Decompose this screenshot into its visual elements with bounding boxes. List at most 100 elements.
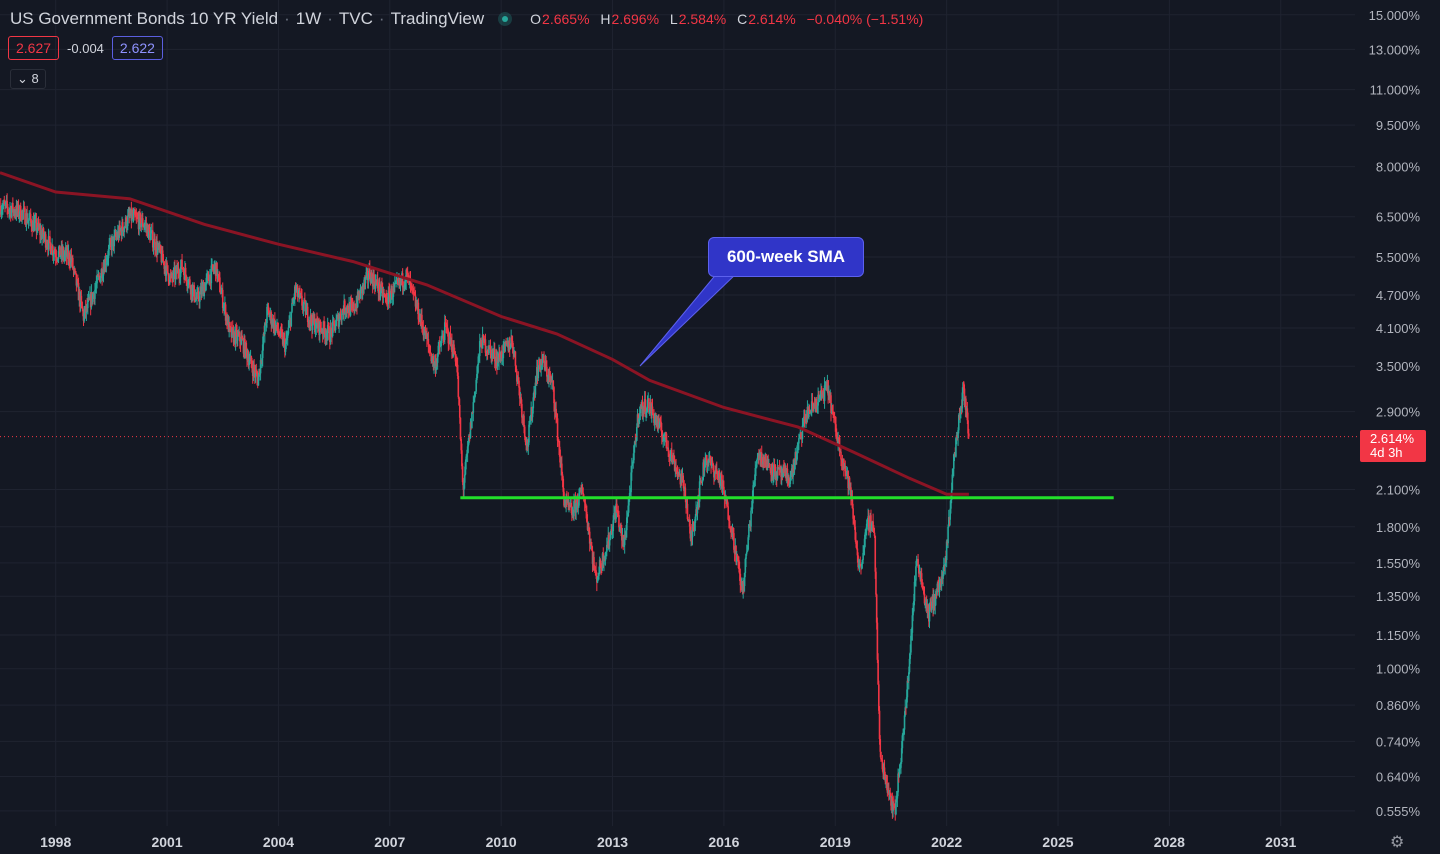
candle-body — [255, 371, 258, 373]
source-label: TVC — [338, 9, 373, 28]
y-tick-label: 5.500% — [1376, 250, 1421, 265]
candle-body — [588, 531, 591, 544]
candle-body — [603, 558, 605, 565]
candle-body — [748, 524, 750, 538]
candle-body — [279, 328, 282, 336]
ask-button[interactable]: 2.622 — [111, 36, 163, 60]
candle-body — [467, 442, 470, 447]
candle-body — [413, 293, 416, 296]
indicators-count: 8 — [31, 71, 39, 86]
candle-body — [380, 284, 383, 294]
candle-body — [274, 325, 277, 332]
candle-body — [319, 321, 321, 336]
candle-body — [338, 319, 340, 327]
candle-body — [903, 715, 906, 730]
candle-body — [942, 565, 945, 575]
candle-body — [845, 472, 848, 474]
candle-body — [510, 337, 512, 347]
candle-body — [855, 543, 858, 549]
candle-body — [256, 372, 258, 378]
candle-body — [637, 414, 640, 423]
candle-body — [328, 326, 330, 340]
price-axis[interactable]: 15.000% 13.000% 11.000% 9.500% 8.000% 6.500% 5… — [1369, 8, 1421, 819]
candle-body — [421, 314, 423, 325]
open-value: 2.665% — [542, 11, 590, 27]
gear-icon[interactable]: ⚙ — [1390, 834, 1405, 851]
candle-body — [191, 287, 194, 297]
candle-body — [310, 314, 313, 323]
candle-body — [106, 259, 108, 263]
candle-body — [427, 338, 430, 345]
candle-body — [520, 397, 522, 405]
candle-body — [222, 307, 225, 309]
market-status-icon[interactable] — [498, 12, 513, 26]
y-tick-label: 1.550% — [1376, 556, 1421, 571]
candle-body — [461, 450, 463, 467]
candle-body — [241, 336, 243, 339]
candle-body — [138, 213, 141, 230]
interval-label[interactable]: 1W — [295, 9, 322, 28]
y-tick-label: 0.740% — [1376, 734, 1421, 749]
candle-body — [925, 599, 928, 611]
candle-body — [220, 292, 223, 294]
candle-body — [576, 498, 579, 507]
candle-body — [910, 635, 912, 653]
candle-body — [626, 516, 629, 518]
candle-body — [763, 457, 765, 462]
candle-body — [74, 271, 77, 274]
candle-body — [432, 356, 435, 367]
candle-body — [511, 337, 513, 341]
candle-body — [250, 355, 253, 364]
candle-body — [326, 333, 328, 339]
candle-body — [410, 284, 413, 286]
candle-body — [743, 572, 746, 587]
candle-body — [47, 236, 50, 250]
candle-body — [99, 275, 102, 282]
candle-body — [446, 327, 449, 331]
symbol-title[interactable]: US Government Bonds 10 YR Yield — [10, 9, 279, 28]
candle-body — [421, 324, 424, 328]
candle-body — [951, 474, 954, 491]
candle-body — [633, 441, 636, 446]
candle-body — [945, 541, 948, 561]
candle-body — [312, 314, 315, 322]
candle-body — [686, 503, 689, 520]
candle-body — [901, 735, 904, 749]
candle-body — [455, 361, 457, 365]
bid-button[interactable]: 2.627 — [8, 36, 60, 60]
candle-body — [773, 464, 775, 477]
candle-body — [760, 452, 763, 463]
candle-body — [85, 304, 88, 314]
candle-body — [475, 379, 477, 392]
candle-body — [446, 327, 448, 329]
candle-body — [852, 508, 854, 519]
candle-body — [211, 264, 214, 269]
candle-body — [631, 465, 633, 473]
candle-body — [824, 383, 827, 386]
candle-body — [381, 284, 383, 287]
candle-body — [132, 213, 135, 218]
candle-body — [92, 294, 94, 302]
candle-body — [423, 333, 425, 336]
candle-body — [435, 361, 437, 371]
indicators-toggle[interactable]: ⌄ 8 — [10, 69, 46, 89]
time-axis[interactable]: 1998 2001 2004 2007 2010 2013 2016 2019 2022 2025… — [40, 834, 1296, 850]
candle-body — [646, 408, 648, 412]
candle-body — [713, 471, 716, 478]
candle-body — [81, 302, 83, 309]
candle-body — [269, 315, 271, 318]
candle-body — [863, 548, 865, 553]
candle-body — [374, 280, 377, 289]
x-tick-label: 2004 — [263, 834, 294, 850]
candle-body — [797, 443, 799, 446]
candle-body — [440, 340, 442, 347]
candle-body — [755, 459, 758, 467]
candle-body — [571, 505, 573, 516]
candle-body — [468, 434, 470, 443]
candle-body — [808, 410, 810, 417]
candle-body — [19, 205, 22, 220]
candle-body — [49, 243, 52, 255]
sma-callout[interactable]: 600-week SMA — [708, 237, 864, 277]
